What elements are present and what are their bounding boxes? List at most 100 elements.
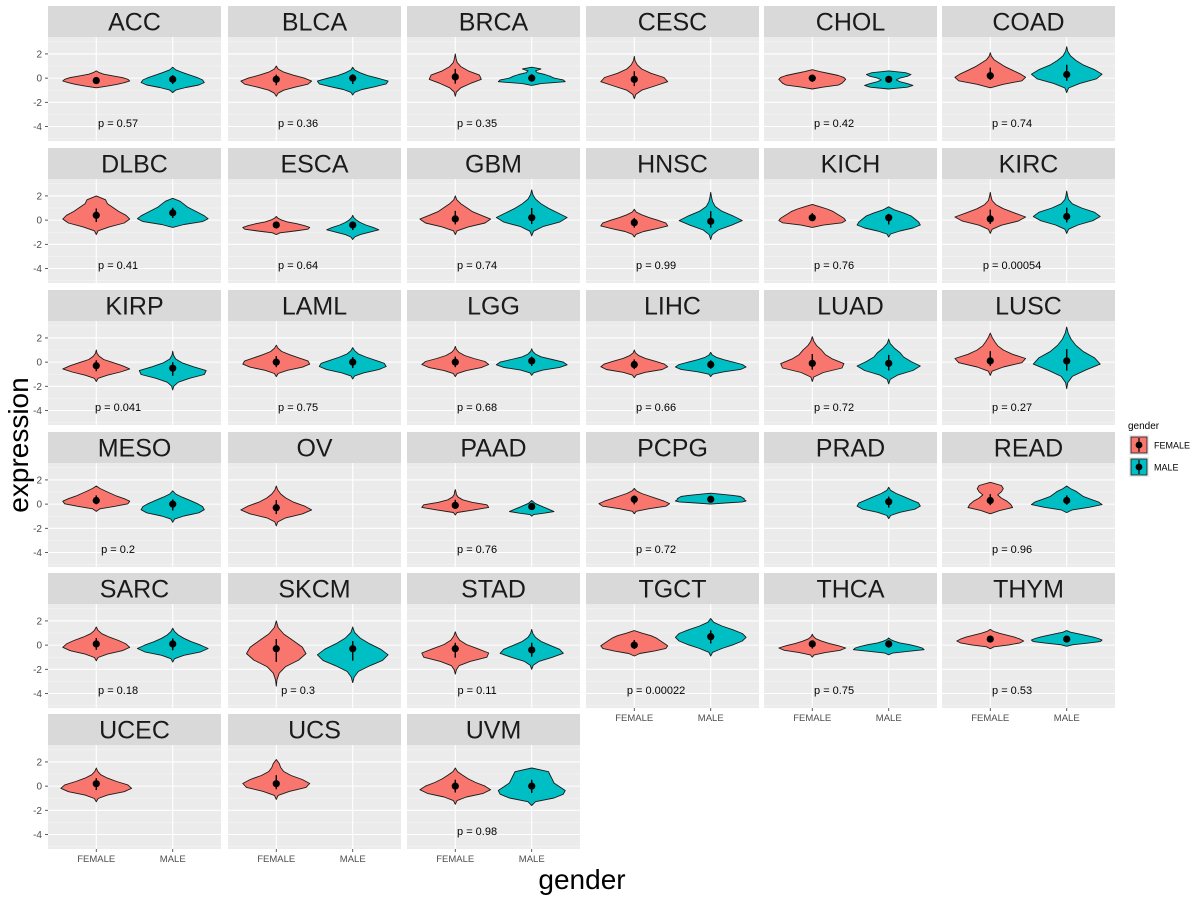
facet-panel: LAML p = 0.75	[228, 290, 401, 425]
y-tick-label: -4	[33, 122, 42, 133]
facet-strip	[942, 432, 1115, 463]
facet-strip	[586, 290, 759, 321]
female-mean-point	[808, 214, 816, 222]
facet-label: ACC	[108, 9, 161, 37]
x-tick-label: FEMALE	[971, 713, 1009, 724]
facet-label: DLBC	[101, 151, 168, 179]
facet-label: THYM	[993, 576, 1064, 604]
male-mean-point	[528, 646, 536, 654]
facet-panel: KIRC p = 0.00054	[942, 148, 1115, 283]
panel-background	[228, 745, 401, 849]
p-value-label: p = 0.36	[278, 118, 318, 130]
male-mean-point	[707, 495, 715, 503]
facet-strip	[48, 148, 221, 179]
facet-strip	[586, 573, 759, 604]
male-mean-point	[885, 498, 893, 506]
facet-strip	[764, 432, 937, 463]
legend-label: FEMALE	[1154, 441, 1190, 451]
y-axis-title: expression	[3, 377, 34, 512]
p-value-label: p = 0.96	[992, 544, 1032, 556]
female-mean-point	[986, 72, 994, 80]
p-value-label: p = 0.99	[636, 260, 676, 272]
female-mean-point	[272, 75, 280, 83]
y-tick-label: -2	[33, 665, 42, 676]
p-value-label: p = 0.75	[814, 685, 854, 697]
facet-label: MESO	[98, 435, 172, 463]
facet-strip	[48, 714, 221, 745]
y-tick-label: -4	[33, 689, 42, 700]
female-mean-point	[272, 645, 280, 653]
facet-strip	[407, 714, 580, 745]
facet-panel: BLCA p = 0.36	[228, 6, 401, 141]
female-mean-point	[986, 215, 994, 223]
facet-label: LUAD	[817, 293, 884, 321]
facet-panel: CESC	[586, 6, 759, 141]
y-tick-label: 0	[36, 782, 42, 793]
facet-label: HNSC	[637, 151, 708, 179]
male-mean-point	[1063, 496, 1071, 505]
facet-strip	[942, 573, 1115, 604]
y-tick-label: -4	[33, 264, 42, 275]
facet-strip	[48, 6, 221, 37]
x-tick-label: MALE	[698, 713, 724, 724]
facet-label: ESCA	[280, 151, 348, 179]
facet-strip	[407, 290, 580, 321]
facet-panel: SKCM p = 0.3	[228, 573, 401, 708]
facet-label: COAD	[992, 9, 1064, 37]
facet-label: KIRC	[999, 151, 1059, 179]
x-tick-label: MALE	[340, 854, 366, 865]
facet-strip	[48, 573, 221, 604]
facet-panel: OV	[228, 432, 401, 567]
male-mean-point	[528, 214, 536, 222]
facet-label: BLCA	[282, 9, 348, 37]
facet-panel: LUSC p = 0.27	[942, 290, 1115, 425]
p-value-label: p = 0.74	[457, 260, 497, 272]
facet-strip	[228, 432, 401, 463]
facet-strip	[407, 573, 580, 604]
facet-panel: SARC 2 0 -2 -4 p = 0.18	[33, 573, 221, 708]
facet-panel: PCPG p = 0.72	[586, 432, 759, 567]
facet-label: STAD	[461, 576, 526, 604]
x-tick-label: MALE	[1054, 713, 1080, 724]
p-value-label: p = 0.3	[281, 685, 315, 697]
y-tick-label: -2	[33, 98, 42, 109]
male-mean-point	[707, 633, 715, 641]
facet-panel: DLBC 2 0 -2 -4 p = 0.41	[33, 148, 221, 283]
p-value-label: p = 0.00022	[627, 685, 685, 697]
facet-strip	[764, 6, 937, 37]
female-mean-point	[92, 496, 100, 505]
y-tick-label: -4	[33, 830, 42, 841]
x-tick-label: MALE	[519, 854, 545, 865]
facet-strip	[586, 6, 759, 37]
facet-label: SARC	[100, 576, 169, 604]
y-tick-label: -2	[33, 240, 42, 251]
facet-label: KIRP	[105, 293, 163, 321]
facet-label: UCEC	[99, 717, 170, 745]
p-value-label: p = 0.72	[814, 402, 854, 414]
female-mean-point	[630, 218, 638, 227]
female-mean-point	[808, 74, 816, 82]
facet-strip	[228, 148, 401, 179]
p-value-label: p = 0.98	[457, 826, 497, 838]
y-tick-label: -4	[33, 548, 42, 559]
p-value-label: p = 0.41	[98, 260, 138, 272]
facet-panel: KIRP 2 0 -2 -4 p = 0.041	[33, 290, 221, 425]
facet-panel: PRAD	[764, 432, 937, 567]
facet-label: LGG	[467, 293, 520, 321]
facet-panel: PAAD p = 0.76	[407, 432, 580, 567]
p-value-label: p = 0.00054	[983, 260, 1041, 272]
facet-label: PAAD	[460, 435, 526, 463]
y-tick-label: 0	[36, 500, 42, 511]
female-mean-point	[272, 780, 280, 788]
male-mean-point	[349, 358, 357, 366]
x-tick-label: FEMALE	[436, 854, 474, 865]
female-mean-point	[630, 641, 638, 649]
male-mean-point	[169, 640, 177, 648]
facet-panel: LUAD p = 0.72	[764, 290, 937, 425]
p-value-label: p = 0.18	[98, 685, 138, 697]
p-value-label: p = 0.64	[278, 260, 318, 272]
facet-strip	[407, 432, 580, 463]
facet-label: LUSC	[995, 293, 1062, 321]
facet-strip	[228, 6, 401, 37]
male-mean-point	[169, 500, 177, 508]
